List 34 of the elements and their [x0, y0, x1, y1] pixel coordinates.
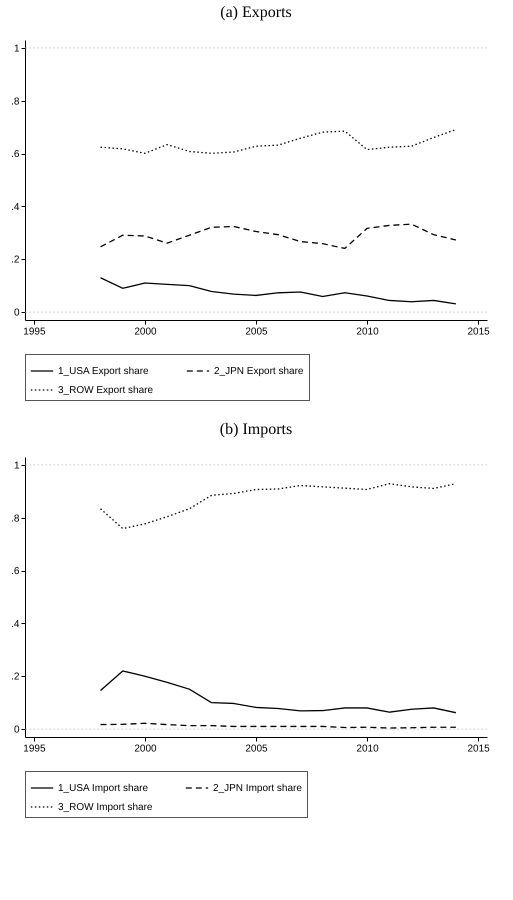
x-tick-label: 2000 [134, 326, 157, 338]
legend-label: 3_ROW Import share [58, 802, 153, 813]
line-series [100, 670, 457, 714]
y-tick-label: 0 [14, 724, 20, 736]
legend-label: 1_USA Import share [58, 783, 148, 794]
y-tick-label: 1 [14, 43, 20, 54]
legend-label: 2_JPN Export share [214, 366, 304, 377]
line-series [100, 128, 457, 154]
x-tick-label: 1995 [23, 744, 46, 754]
y-tick-label: .4 [11, 202, 20, 213]
y-tick-label: .6 [11, 149, 20, 160]
y-tick-label: 0 [14, 308, 20, 319]
x-tick-label: 2010 [356, 744, 380, 754]
chart-title: (b) Imports [220, 421, 292, 438]
y-tick-label: .2 [11, 254, 20, 266]
line-series [100, 223, 457, 250]
x-tick-label: 2015 [467, 744, 490, 754]
x-tick-label: 1995 [23, 326, 46, 338]
x-tick-label: 2005 [245, 744, 268, 754]
y-tick-label: .6 [11, 566, 20, 578]
chart-title: (a) Exports [220, 4, 292, 21]
legend-label: 2_JPN Import share [213, 783, 302, 794]
legend-label: 1_USA Export share [58, 366, 150, 377]
y-tick-label: 1 [14, 460, 20, 472]
x-tick-label: 2015 [467, 326, 490, 338]
y-tick-label: .8 [11, 513, 20, 524]
x-tick-label: 2000 [134, 744, 157, 754]
line-series [100, 277, 457, 305]
y-tick-label: .2 [11, 672, 20, 683]
legend-label: 3_ROW Export share [58, 385, 154, 396]
y-tick-label: .8 [11, 96, 20, 108]
y-tick-label: .4 [11, 618, 20, 630]
x-tick-label: 2010 [356, 326, 380, 338]
x-tick-label: 2005 [245, 326, 268, 338]
